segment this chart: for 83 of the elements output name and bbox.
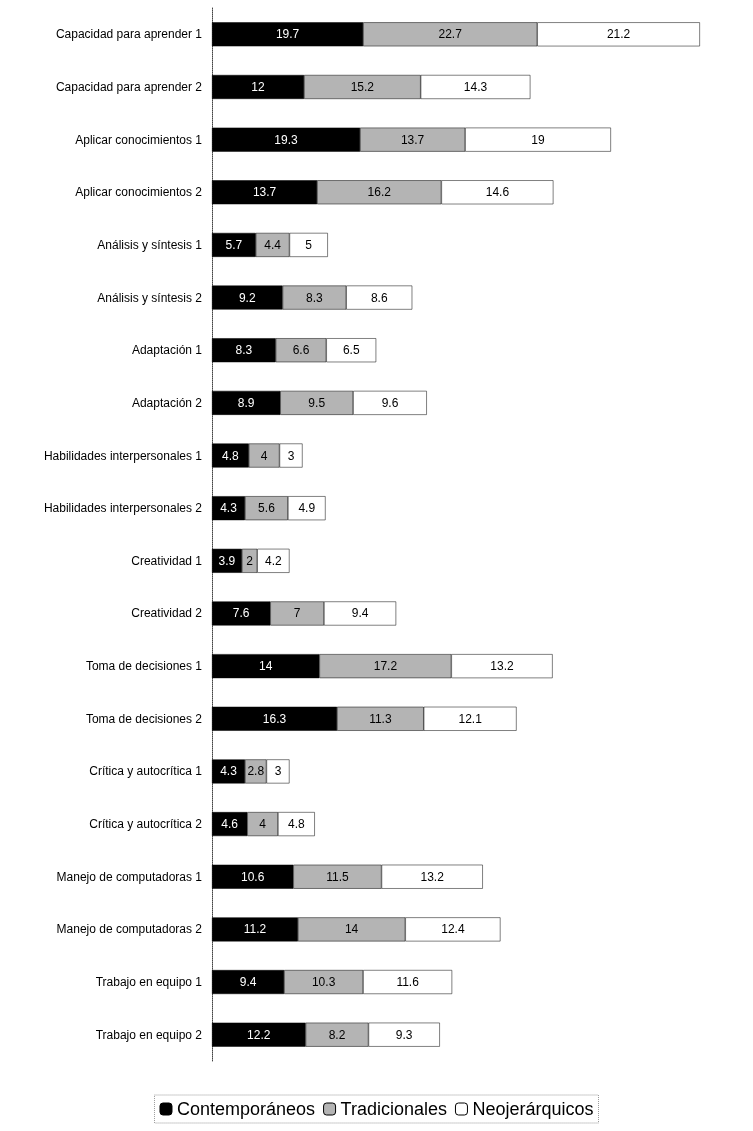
legend-label: Contemporáneos <box>176 1099 316 1119</box>
data-label: 11.2 <box>243 922 267 937</box>
data-label: 13.2 <box>490 659 514 674</box>
data-label: 4.3 <box>220 501 238 516</box>
data-label: 16.2 <box>367 185 392 200</box>
data-label: 13.7 <box>252 185 277 200</box>
y-tick-label: Habilidades interpersonales 1 <box>43 448 203 463</box>
y-tick-label: Creatividad 2 <box>131 606 203 621</box>
data-label: 11.3 <box>369 711 392 726</box>
data-label: 12.1 <box>458 711 483 726</box>
data-label: 3.9 <box>218 553 236 568</box>
data-label: 19 <box>531 132 546 147</box>
data-label: 5.6 <box>258 501 276 516</box>
data-label: 2.8 <box>247 764 265 779</box>
data-label: 14 <box>344 922 359 937</box>
data-label: 10.6 <box>240 869 265 884</box>
data-label: 12.4 <box>441 922 465 937</box>
y-tick-label: Aplicar conocimientos 2 <box>75 185 203 200</box>
data-label: 9.5 <box>308 395 326 410</box>
data-label: 4 <box>259 817 267 832</box>
y-tick-label: Análisis y síntesis 2 <box>97 290 203 305</box>
data-label: 17.2 <box>373 659 398 674</box>
data-label: 7 <box>293 606 301 621</box>
y-tick-label: Habilidades interpersonales 2 <box>43 501 203 516</box>
data-label: 4.9 <box>298 501 316 516</box>
data-label: 4 <box>260 448 268 463</box>
data-label: 2 <box>246 553 254 568</box>
y-tick-label: Crítica y autocrítica 1 <box>89 764 203 779</box>
data-label: 3 <box>274 764 282 779</box>
data-label: 11.6 <box>396 975 420 990</box>
data-label: 6.6 <box>292 343 310 358</box>
y-tick-label: Adaptación 1 <box>131 343 203 358</box>
y-tick-label: Adaptación 2 <box>131 395 203 410</box>
y-tick-label: Capacidad para aprender 2 <box>55 79 203 94</box>
data-label: 5 <box>305 237 313 252</box>
data-label: 8.3 <box>306 290 324 305</box>
y-tick-label: Capacidad para aprender 1 <box>55 27 203 42</box>
y-tick-label: Creatividad 1 <box>131 553 203 568</box>
data-label: 8.3 <box>235 343 253 358</box>
data-label: 8.2 <box>328 1027 346 1042</box>
data-label: 4.2 <box>265 553 283 568</box>
data-label: 9.4 <box>351 606 369 621</box>
data-label: 7.6 <box>232 606 250 621</box>
data-label: 19.7 <box>275 27 300 42</box>
y-tick-label: Trabajo en equipo 1 <box>95 975 203 990</box>
data-label: 11.5 <box>326 869 349 884</box>
data-label: 4.6 <box>221 817 239 832</box>
y-tick-label: Trabajo en equipo 2 <box>95 1027 203 1042</box>
data-label: 9.3 <box>395 1027 413 1042</box>
data-label: 8.9 <box>237 395 255 410</box>
legend-label: Tradicionales <box>340 1099 447 1119</box>
data-label: 4.4 <box>264 237 282 252</box>
data-label: 4.8 <box>222 448 240 463</box>
data-label: 8.6 <box>370 290 388 305</box>
data-label: 12 <box>251 79 266 94</box>
y-tick-label: Toma de decisiones 2 <box>85 711 203 726</box>
data-label: 13.7 <box>400 132 425 147</box>
data-label: 10.3 <box>311 975 336 990</box>
y-tick-label: Aplicar conocimientos 1 <box>75 132 203 147</box>
data-label: 16.3 <box>262 711 287 726</box>
data-label: 3 <box>287 448 295 463</box>
y-tick-label: Crítica y autocrítica 2 <box>89 817 203 832</box>
data-label: 9.2 <box>238 290 256 305</box>
data-label: 22.7 <box>438 27 463 42</box>
data-label: 15.2 <box>350 79 375 94</box>
data-label: 14.3 <box>463 79 488 94</box>
y-tick-label: Toma de decisiones 1 <box>85 659 203 674</box>
legend-label: Neojerárquicos <box>472 1099 594 1119</box>
data-label: 13.2 <box>420 869 445 884</box>
data-label: 4.3 <box>220 764 238 779</box>
data-label: 12.2 <box>247 1027 271 1042</box>
data-label: 14 <box>259 659 273 674</box>
data-label: 14.6 <box>485 185 510 200</box>
data-label: 9.4 <box>239 975 257 990</box>
y-tick-label: Manejo de computadoras 1 <box>56 869 203 884</box>
data-label: 21.2 <box>606 27 631 42</box>
data-label: 5.7 <box>225 237 243 252</box>
y-tick-label: Análisis y síntesis 1 <box>97 237 203 252</box>
data-label: 6.5 <box>342 343 360 358</box>
data-label: 4.8 <box>288 817 306 832</box>
y-tick-label: Manejo de computadoras 2 <box>56 922 203 937</box>
data-label: 19.3 <box>274 132 299 147</box>
data-label: 9.6 <box>381 395 399 410</box>
